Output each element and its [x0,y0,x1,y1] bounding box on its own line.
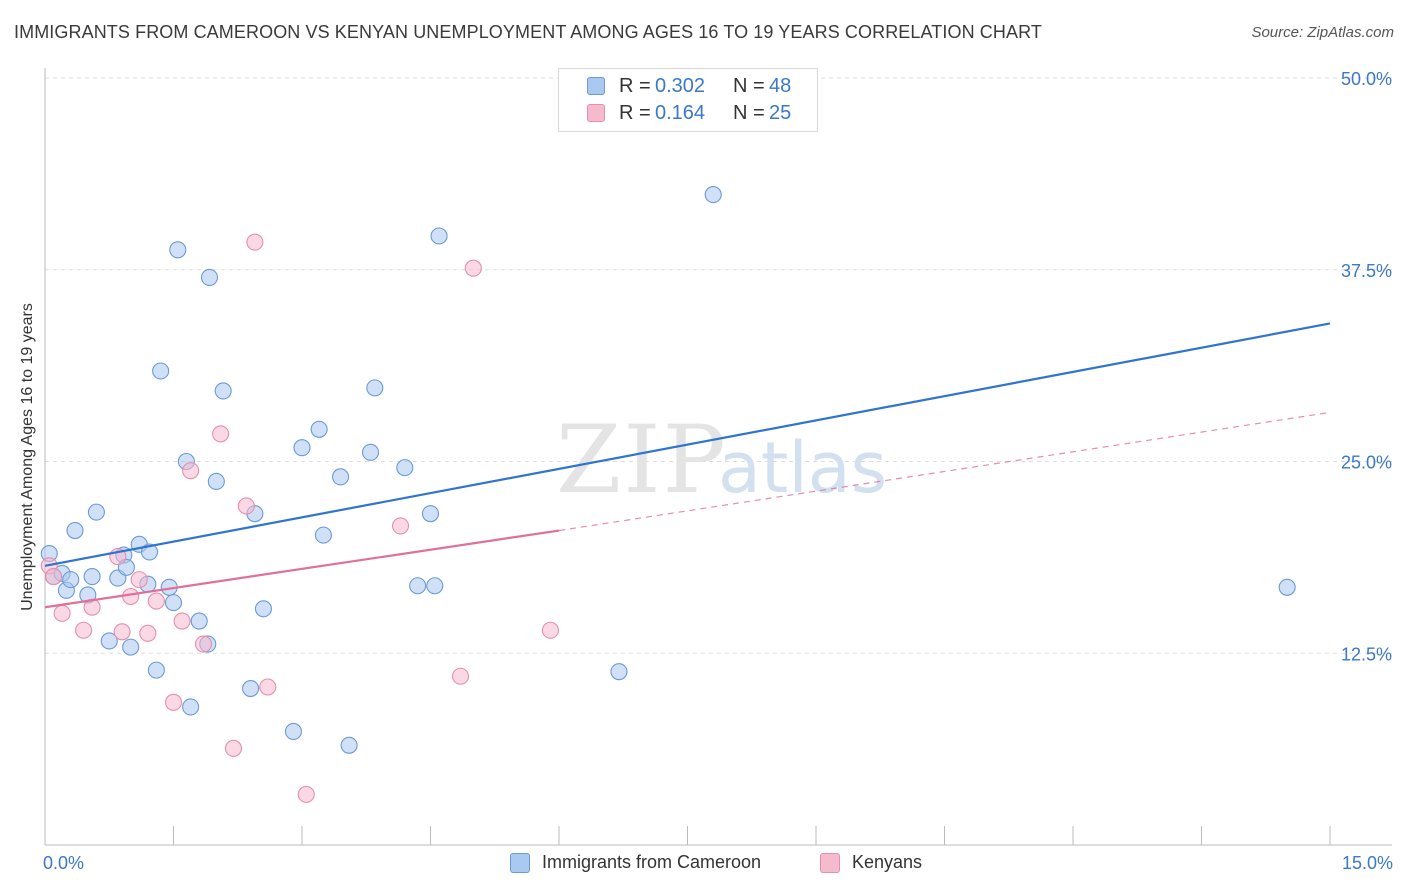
legend-item-cameroon[interactable]: Immigrants from Cameroon [510,852,761,873]
legend-label-cameroon: Immigrants from Cameroon [542,852,762,872]
stats-box: R = 0.302 N = 48 R = 0.164 N = 25 [558,68,818,132]
cameroon-point [426,577,444,595]
cameroon-point [610,663,628,681]
source-credit: Source: ZipAtlas.com [1251,24,1394,41]
y-axis-label: Unemployment Among Ages 16 to 19 years [19,303,36,611]
watermark-atlas: atlas [718,427,887,509]
cameroon-point [254,600,273,618]
cameroon-point [284,722,302,741]
kenyan-point [130,571,148,589]
r-label: R = [619,101,651,124]
cameroon-point [182,698,200,716]
cameroon-point [293,439,311,457]
x-tick-label: 15.0% [1342,853,1393,873]
r-value: 0.302 [655,74,706,97]
cameroon-point [169,241,187,259]
kenyan-point [237,497,255,515]
cameroon-point [704,186,722,204]
cameroon-point [83,567,101,586]
n-value: 48 [769,74,792,97]
kenyan-point [75,621,93,639]
kenyan-point [246,233,264,251]
kenyan-point [194,635,213,653]
cameroon-legend-swatch [510,852,530,873]
kenyan-point [122,587,140,606]
cameroon-point [430,227,448,245]
cameroon-point [396,459,414,477]
cameroon-point [421,505,440,523]
cameroon-point [366,379,384,397]
cameroon-point [100,632,118,650]
n-label: N = [733,101,765,124]
kenyan-point [464,259,482,277]
x-tick-label: 0.0% [43,853,84,873]
kenyan-trend-extension [558,411,1331,532]
kenyan-swatch [587,104,605,122]
watermark: ZIP atlas [556,406,887,515]
cameroon-point [147,661,165,679]
points-layer [40,186,1296,803]
cameroon-point [340,736,358,754]
kenyan-point [139,624,157,642]
cameroon-point [314,526,332,544]
legend-item-kenyans[interactable]: Kenyans [820,852,922,873]
y-tick-label: 37.5% [1341,261,1392,281]
kenyan-trend-line [44,529,560,609]
cameroon-trend-line [44,322,1331,567]
cameroon-point [331,468,350,486]
cameroon-point [87,503,105,521]
cameroon-point [200,268,219,286]
cameroon-point [310,420,328,438]
kenyan-point [541,621,559,639]
kenyan-legend-swatch [820,852,840,873]
r-value: 0.164 [655,101,706,124]
cameroon-swatch [587,77,605,95]
stats-row-cameroon: R = 0.302 N = 48 [559,73,791,99]
kenyan-point [53,604,71,622]
cameroon-point [361,443,380,461]
trend-layer [44,322,1331,609]
chart-title: IMMIGRANTS FROM CAMEROON VS KENYAN UNEMP… [14,22,1042,42]
kenyan-point [259,678,277,696]
cameroon-point [409,577,427,595]
y-tick-label: 50.0% [1341,69,1392,89]
y-tick-label: 25.0% [1341,453,1392,473]
kenyan-point [173,612,191,630]
cameroon-point [1278,578,1296,596]
r-label: R = [619,74,651,97]
kenyan-point [391,517,410,535]
kenyan-point [164,693,183,711]
kenyan-point [113,623,131,641]
kenyan-point [147,592,165,610]
kenyan-point [182,462,200,480]
cameroon-point [214,382,232,400]
legend-label-kenyans: Kenyans [852,852,923,872]
cameroon-point [66,521,84,540]
cameroon-point [190,612,208,630]
cameroon-point [207,472,225,490]
watermark-zip: ZIP [556,406,728,515]
kenyan-point [45,567,63,586]
cameroon-point [122,638,140,656]
cameroon-point [140,543,159,561]
cameroon-point [152,362,170,380]
kenyan-point [212,425,230,443]
cameroon-point [62,571,80,589]
y-tick-label: 12.5% [1341,644,1392,664]
kenyan-point [224,739,243,757]
n-value: 25 [769,101,792,124]
cameroon-point [242,679,260,698]
grid-layer [45,77,1392,654]
kenyan-point [451,667,470,685]
stats-row-kenyans: R = 0.164 N = 25 [559,100,791,126]
tick-label-layer: 12.5% 25.0% 37.5% 50.0% 0.0% 15.0% [43,69,1393,873]
n-label: N = [733,74,765,97]
cameroon-point [164,594,183,612]
axis-layer [44,68,1392,846]
kenyan-point [297,785,315,803]
